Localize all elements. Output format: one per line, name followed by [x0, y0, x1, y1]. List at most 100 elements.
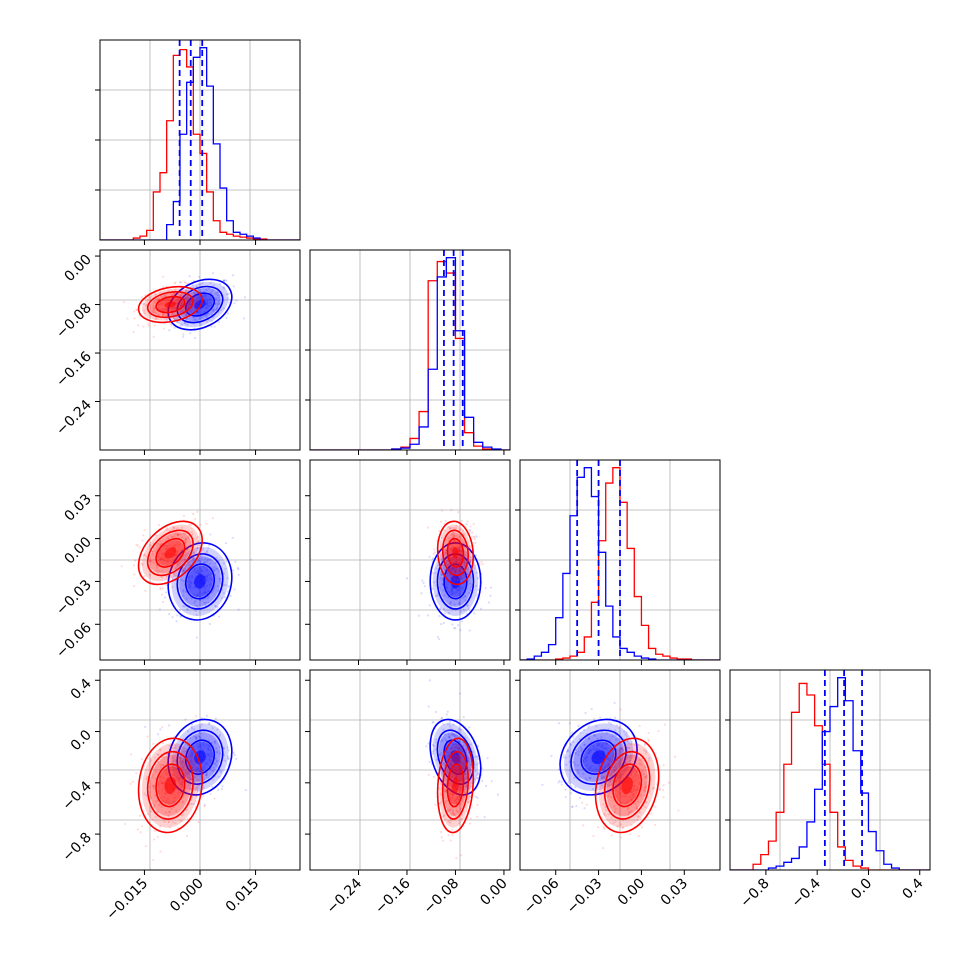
scatter-point — [446, 710, 449, 713]
scatter-point — [182, 594, 185, 597]
scatter-point — [207, 753, 210, 756]
scatter-point — [449, 839, 452, 842]
scatter-point — [650, 812, 653, 815]
scatter-point — [449, 808, 452, 811]
scatter-point — [425, 745, 428, 748]
scatter-point — [250, 558, 253, 561]
scatter-point — [164, 811, 168, 814]
scatter-point — [608, 759, 612, 762]
scatter-point — [192, 769, 195, 772]
scatter-point — [618, 750, 621, 753]
scatter-point — [454, 572, 458, 575]
scatter-point — [602, 846, 605, 850]
scatter-point — [192, 552, 195, 555]
scatter-point — [461, 764, 464, 767]
scatter-point — [152, 304, 155, 307]
density-fill — [452, 547, 459, 559]
scatter-point — [162, 819, 165, 822]
scatter-point — [472, 522, 475, 525]
scatter-point — [607, 758, 610, 761]
scatter-point — [220, 787, 223, 790]
scatter-point — [223, 279, 226, 282]
scatter-point — [172, 800, 175, 804]
scatter-point — [149, 559, 152, 562]
scatter-point — [467, 801, 470, 804]
scatter-point — [162, 796, 166, 799]
scatter-point — [197, 559, 200, 562]
scatter-point — [626, 746, 629, 749]
scatter-point — [192, 763, 195, 766]
scatter-point — [613, 805, 616, 808]
scatter-point — [216, 728, 219, 731]
scatter-point — [135, 308, 138, 312]
scatter-point — [126, 317, 129, 320]
scatter-point — [174, 796, 177, 799]
scatter-point — [200, 282, 203, 285]
scatter-point — [181, 289, 185, 292]
scatter-point — [632, 795, 635, 799]
scatter-point — [209, 759, 212, 762]
scatter-point — [447, 596, 450, 599]
scatter-point — [206, 558, 210, 561]
scatter-point — [463, 560, 466, 563]
scatter-point — [141, 825, 144, 828]
scatter-point — [557, 781, 560, 784]
scatter-point — [621, 748, 624, 751]
scatter-point — [150, 796, 153, 800]
scatter-point — [460, 574, 463, 578]
scatter-point — [209, 572, 212, 575]
scatter-point — [232, 285, 235, 288]
scatter-point — [612, 766, 615, 769]
scatter-point — [454, 742, 458, 745]
scatter-point — [581, 801, 584, 804]
scatter-point — [180, 526, 184, 529]
scatter-point — [461, 756, 464, 760]
scatter-point — [209, 282, 212, 285]
scatter-point — [197, 779, 200, 782]
scatter-point — [218, 294, 222, 297]
scatter-point — [449, 764, 452, 767]
scatter-point — [613, 765, 617, 769]
scatter-point — [460, 749, 463, 752]
scatter-point — [446, 563, 449, 567]
scatter-point — [165, 771, 168, 775]
scatter-point — [450, 509, 453, 512]
scatter-point — [457, 728, 461, 731]
scatter-point — [169, 322, 172, 325]
scatter-point — [180, 549, 183, 552]
scatter-point — [452, 813, 455, 816]
scatter-point — [211, 727, 214, 730]
scatter-point — [216, 306, 219, 309]
scatter-point — [196, 569, 200, 572]
scatter-point — [203, 601, 206, 604]
scatter-point — [219, 577, 222, 581]
scatter-point — [466, 520, 469, 523]
scatter-point — [171, 535, 174, 539]
scatter-panel-2-1 — [310, 460, 510, 660]
scatter-point — [192, 557, 195, 560]
scatter-point — [195, 613, 198, 617]
scatter-point — [197, 784, 200, 787]
scatter-point — [162, 558, 165, 561]
scatter-point — [448, 568, 451, 571]
scatter-point — [168, 810, 171, 813]
scatter-point — [453, 526, 456, 529]
scatter-point — [441, 772, 444, 775]
scatter-point — [212, 308, 216, 311]
scatter-point — [427, 742, 430, 745]
scatter-point — [145, 794, 148, 797]
scatter-point — [203, 740, 206, 744]
scatter-point — [462, 529, 465, 532]
scatter-point — [440, 836, 443, 839]
scatter-point — [154, 770, 157, 774]
scatter-point — [581, 759, 585, 763]
scatter-point — [226, 577, 229, 580]
hist-panel-3 — [730, 670, 930, 870]
scatter-point — [181, 780, 184, 783]
scatter-point — [439, 545, 442, 549]
scatter-point — [443, 737, 446, 740]
scatter-point — [183, 605, 186, 608]
density-fill — [591, 750, 606, 765]
scatter-point — [185, 808, 188, 811]
scatter-point — [455, 810, 458, 813]
